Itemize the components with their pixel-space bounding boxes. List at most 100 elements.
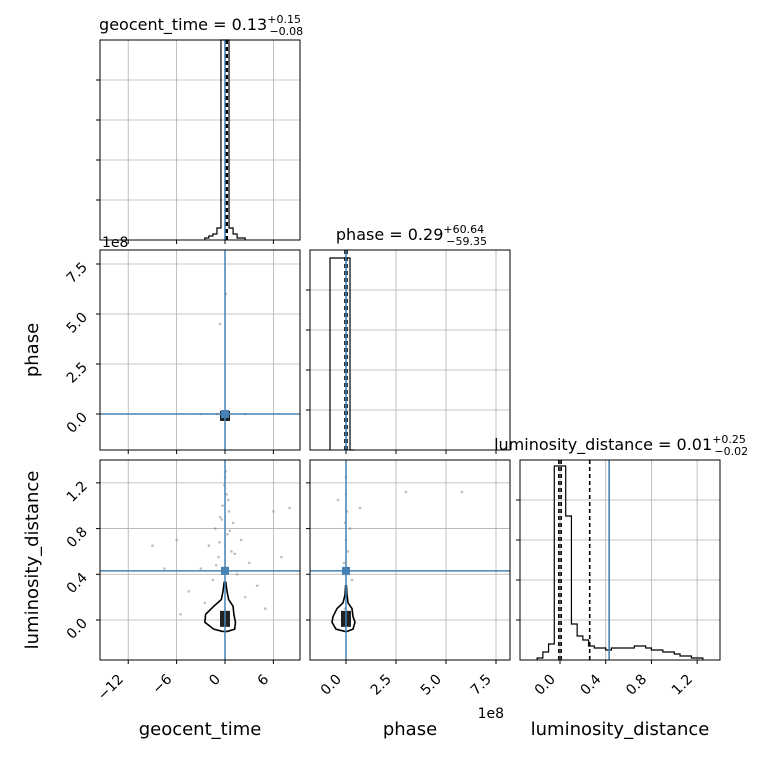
truth-marker — [342, 566, 350, 575]
contour-line — [331, 584, 356, 633]
tick-label-x: 7.5 — [468, 672, 495, 699]
histogram-luminosity_distance — [516, 459, 721, 664]
histogram-step — [536, 465, 704, 660]
data-point — [214, 527, 217, 530]
data-point — [207, 544, 211, 548]
tick-label-y: 0.8 — [64, 524, 91, 551]
truth-marker — [221, 566, 229, 575]
data-point — [230, 550, 233, 553]
data-point — [199, 567, 203, 570]
panel-title-phase: phase = 0.29+60.64 — [336, 223, 484, 244]
axis-label-x-luminosity-distance: luminosity_distance — [531, 719, 710, 740]
contour-line — [203, 581, 237, 633]
data-point — [163, 567, 166, 570]
scatter-phase-vs-geocent_time — [96, 249, 301, 454]
data-point — [220, 518, 224, 521]
title-plus-error: +0.15 — [267, 13, 301, 26]
tick-label-y: 7.5 — [64, 260, 91, 287]
data-point — [226, 532, 229, 536]
data-point — [214, 563, 218, 567]
axis-label-y-phase: phase — [22, 323, 43, 377]
tick-label-x: 0.8 — [623, 672, 650, 699]
data-point — [218, 540, 221, 544]
data-point — [247, 561, 251, 565]
data-point — [346, 550, 350, 553]
data-point — [203, 601, 207, 605]
data-point — [233, 552, 236, 556]
panel-content — [100, 250, 300, 450]
data-point — [221, 504, 224, 508]
scatter-luminosity_distance-vs-geocent_time — [96, 459, 301, 664]
data-point — [228, 529, 232, 533]
data-point — [243, 595, 247, 599]
data-point — [358, 506, 362, 510]
tick-label-y: 0.0 — [64, 410, 91, 437]
tick-label-x: 0.4 — [577, 671, 604, 698]
title-minus-error: −0.08 — [269, 25, 303, 38]
truth-marker — [221, 410, 229, 418]
title-plus-error: +60.64 — [443, 223, 484, 236]
tick-label-y: 0.4 — [64, 570, 91, 597]
panel-frame — [99, 459, 301, 661]
panel-title-geocent_time: geocent_time = 0.13+0.15 — [99, 13, 301, 35]
offset-text-y: 1e8 — [102, 235, 128, 251]
tick-label-x: 6 — [255, 671, 273, 689]
data-point — [288, 506, 291, 510]
data-point — [217, 555, 220, 559]
panel-content — [310, 460, 510, 660]
axis-label-x-geocent-time: geocent_time — [139, 719, 262, 740]
data-point — [255, 584, 259, 588]
scatter-luminosity_distance-vs-phase — [306, 459, 511, 664]
tick-label-x: 1.2 — [669, 672, 696, 699]
title-value: phase = 0.29 — [336, 225, 443, 244]
data-point — [211, 578, 215, 582]
tick-label-x: 0.0 — [318, 672, 345, 699]
data-point — [175, 538, 178, 542]
panel-frame — [99, 249, 301, 451]
tick-label-x: −6 — [150, 671, 176, 697]
data-point — [239, 538, 243, 542]
data-point — [272, 510, 275, 513]
title-value: luminosity_distance = 0.01 — [494, 435, 712, 455]
title-minus-error: −0.02 — [714, 445, 748, 458]
tick-label-y: 2.5 — [64, 360, 91, 387]
data-point — [187, 590, 191, 593]
tick-label-y: 5.0 — [64, 310, 91, 337]
axis-label-x-phase: phase — [383, 719, 437, 740]
data-point — [336, 498, 340, 502]
panel-title-luminosity_distance: luminosity_distance = 0.01+0.25 — [494, 433, 746, 455]
title-value: geocent_time = 0.13 — [99, 15, 267, 35]
tick-label-x: 2.5 — [368, 672, 395, 699]
title-minus-error: −59.35 — [446, 235, 487, 248]
tick-label-x: 0.0 — [532, 672, 559, 699]
panel-frame — [309, 459, 511, 661]
data-point — [235, 572, 239, 576]
tick-label-x: 0 — [206, 672, 224, 690]
data-point — [218, 515, 222, 519]
data-point — [218, 322, 222, 326]
data-point — [225, 492, 228, 496]
data-point — [348, 527, 352, 530]
tick-label-x: −12 — [95, 672, 127, 704]
data-point — [231, 521, 235, 525]
data-point — [350, 578, 354, 582]
data-point — [264, 607, 267, 610]
axis-label-y-luminosity-distance: luminosity_distance — [22, 471, 43, 650]
tick-label-y: 1.2 — [64, 478, 91, 505]
histogram-step — [329, 257, 354, 451]
panel-content — [100, 460, 300, 660]
data-point — [280, 555, 283, 559]
histogram-geocent_time — [96, 39, 301, 244]
data-point — [151, 544, 154, 548]
data-point — [404, 490, 408, 494]
offset-text-x: 1e8 — [478, 706, 504, 722]
panel-frame — [99, 39, 301, 241]
panel-frame — [519, 459, 721, 661]
panel-frame — [309, 249, 511, 451]
data-point — [460, 490, 464, 494]
tick-label-y: 0.0 — [64, 616, 91, 643]
data-point — [226, 498, 230, 502]
data-point — [179, 612, 182, 616]
data-point — [342, 561, 346, 565]
